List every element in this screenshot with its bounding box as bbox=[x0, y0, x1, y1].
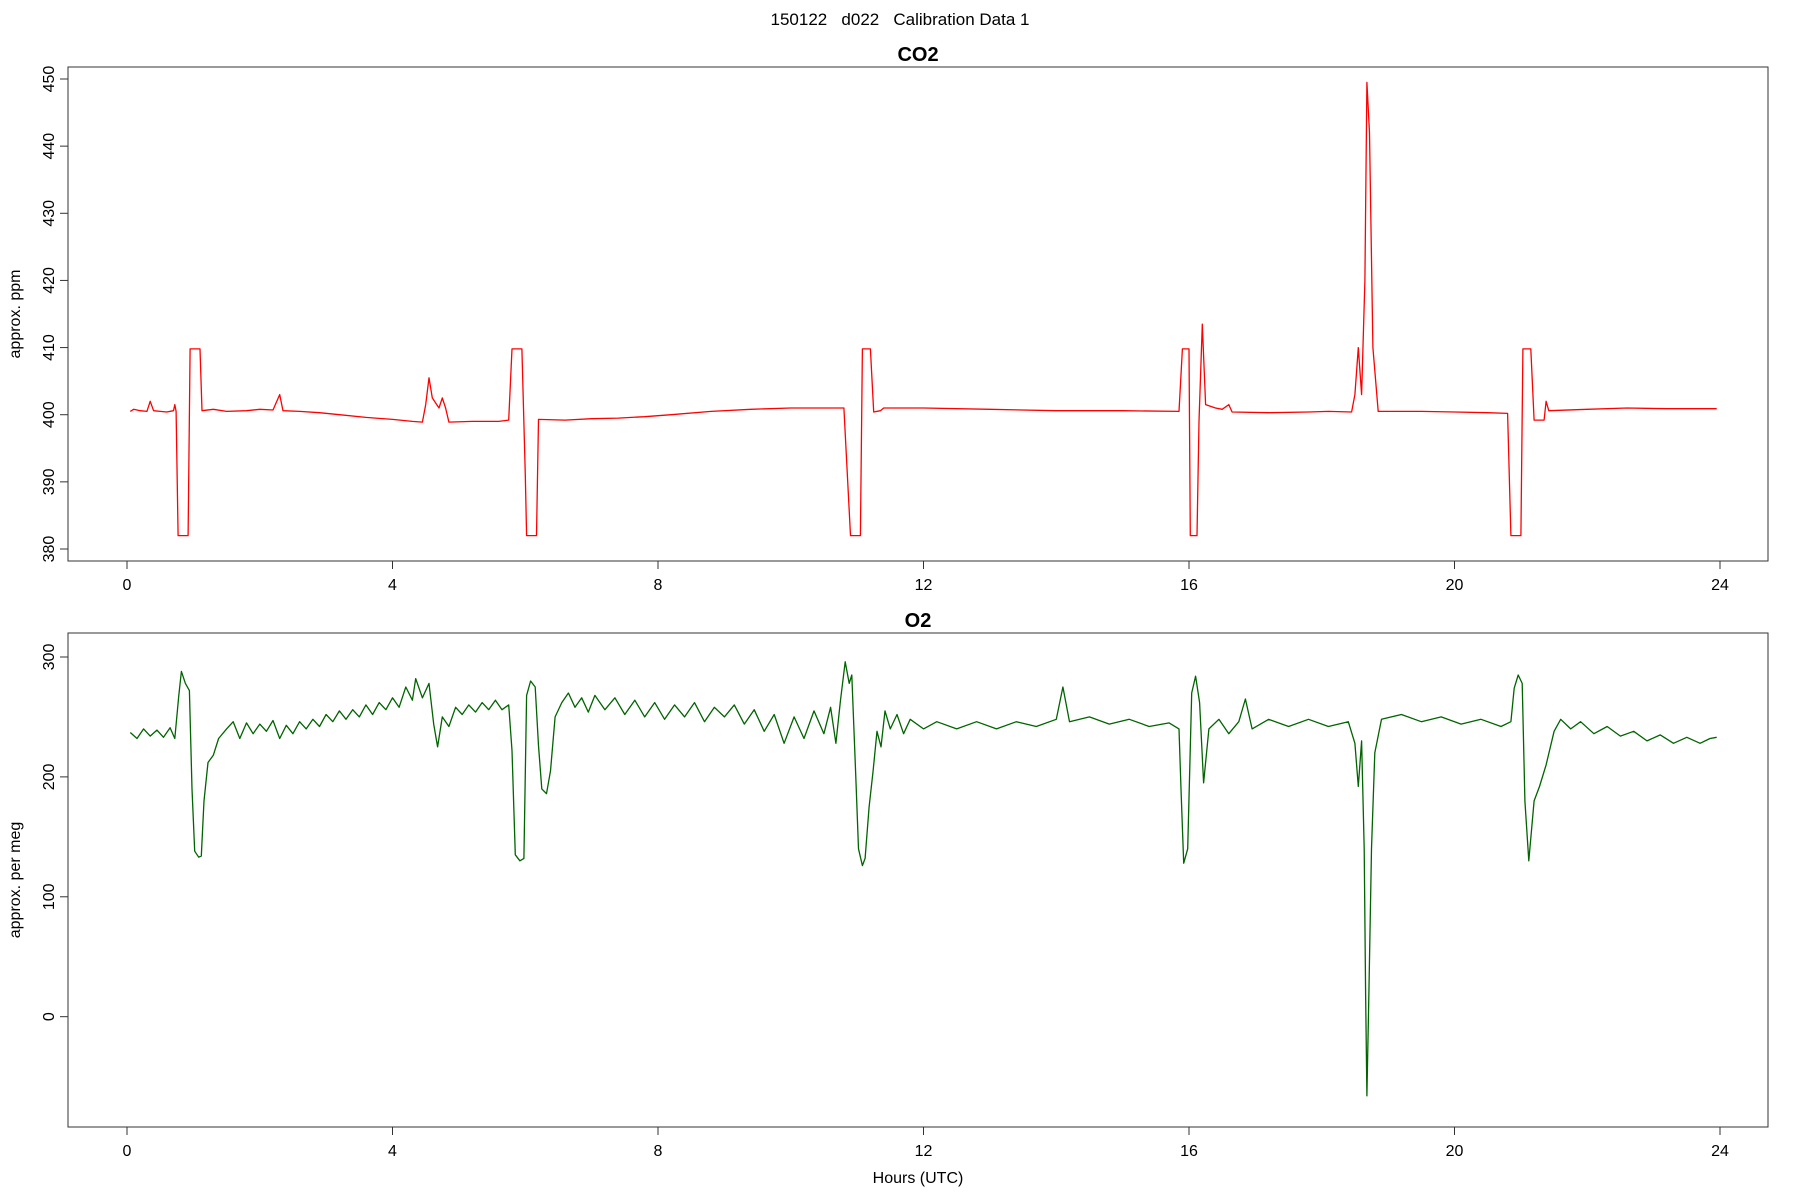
o2-panel: O2 0 4 8 12 16 20 24 0 100 200 300 approx. per meg Ho… bbox=[7, 610, 1769, 1187]
o2-series-line bbox=[129, 661, 1717, 1097]
co2-y-tick-label: 430 bbox=[41, 200, 58, 227]
co2-x-tick-label: 0 bbox=[123, 577, 132, 594]
co2-x-tick-label: 16 bbox=[1180, 577, 1198, 594]
co2-series-line bbox=[129, 81, 1717, 537]
co2-x-tick-label: 12 bbox=[915, 577, 933, 594]
co2-y-tick-label: 390 bbox=[41, 468, 58, 495]
co2-panel-title: CO2 bbox=[897, 44, 938, 66]
o2-y-tick-label: 0 bbox=[41, 1012, 58, 1021]
figure-title: 150122 d022 Calibration Data 1 bbox=[770, 10, 1030, 29]
o2-x-tick-label: 0 bbox=[123, 1143, 132, 1160]
co2-y-tick-label: 440 bbox=[41, 133, 58, 160]
co2-plot-frame bbox=[67, 66, 1769, 562]
co2-y-tick-label: 380 bbox=[41, 536, 58, 563]
co2-y-tick-label: 400 bbox=[41, 401, 58, 428]
co2-x-tick-label: 24 bbox=[1711, 577, 1729, 594]
o2-x-tick-label: 8 bbox=[654, 1143, 663, 1160]
o2-x-tick-label: 4 bbox=[388, 1143, 397, 1160]
o2-y-tick-label: 200 bbox=[41, 763, 58, 790]
co2-y-tick-label: 420 bbox=[41, 267, 58, 294]
co2-x-tick-label: 8 bbox=[654, 577, 663, 594]
co2-panel: CO2 0 4 8 12 16 20 24 380 390 400 410 420 430 440 450 ap… bbox=[7, 44, 1769, 594]
o2-x-tick-label: 16 bbox=[1180, 1143, 1198, 1160]
co2-y-tick-label: 450 bbox=[41, 66, 58, 93]
o2-x-tick-label: 24 bbox=[1711, 1143, 1729, 1160]
co2-x-tick-label: 20 bbox=[1446, 577, 1464, 594]
o2-y-tick-label: 100 bbox=[41, 883, 58, 910]
co2-x-tick-label: 4 bbox=[388, 577, 397, 594]
o2-y-axis-label: approx. per meg bbox=[7, 822, 24, 939]
o2-x-axis-label: Hours (UTC) bbox=[873, 1170, 964, 1187]
co2-y-axis-label: approx. ppm bbox=[7, 270, 24, 359]
o2-x-tick-label: 12 bbox=[915, 1143, 933, 1160]
o2-x-tick-label: 20 bbox=[1446, 1143, 1464, 1160]
co2-y-tick-label: 410 bbox=[41, 334, 58, 361]
o2-panel-title: O2 bbox=[905, 610, 932, 632]
o2-plot-frame bbox=[67, 632, 1769, 1128]
o2-y-tick-label: 300 bbox=[41, 644, 58, 671]
